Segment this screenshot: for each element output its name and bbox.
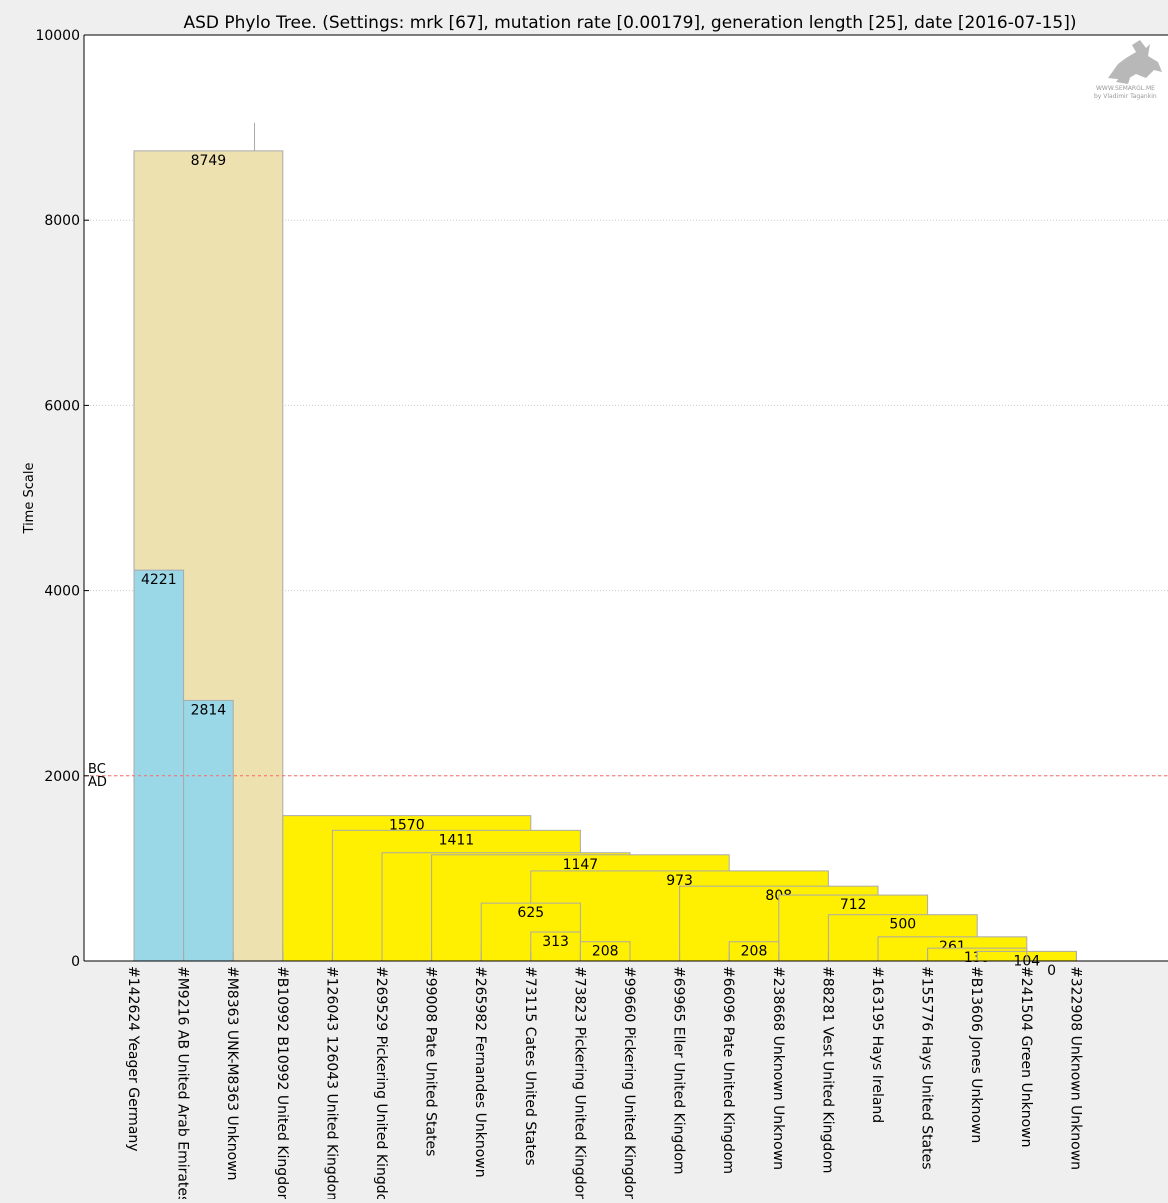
node-age-label: 0 (1047, 963, 1056, 979)
dragon-logo-icon (1108, 40, 1162, 84)
leaf-label: #155776 Hays United States (919, 966, 935, 1170)
leaf-label: #B10992 B10992 United Kingdom (274, 966, 290, 1199)
leaf-label: #163195 Hays Ireland (869, 966, 885, 1123)
y-axis-label: Time Scale (22, 463, 37, 535)
leaf-label: #142624 Yeager Germany (125, 966, 141, 1152)
leaf-label: #265982 Fernandes Unknown (472, 966, 488, 1178)
node-age-label: 500 (889, 917, 916, 933)
node-age-label: 2814 (191, 702, 227, 718)
leaf-label: #99008 Pate United States (423, 966, 439, 1156)
node-age-label: 208 (741, 944, 768, 960)
node-age-label: 208 (592, 944, 619, 960)
y-tick-label: 0 (71, 954, 80, 970)
node-age-label: 4221 (141, 572, 177, 588)
y-axis: 0 2000 4000 6000 8000 10000 (35, 28, 1168, 970)
node-age-label: 973 (666, 873, 693, 889)
chart-title: ASD Phylo Tree. (Settings: mrk [67], mut… (183, 13, 1076, 33)
node-age-label: 625 (517, 905, 544, 921)
node-age-label: 8749 (191, 153, 227, 169)
y-tick-label: 6000 (44, 398, 80, 414)
leaf-label: #241504 Green Unknown (1018, 966, 1034, 1147)
leaf-label: #M8363 UNK-M8363 Unknown (224, 966, 240, 1181)
node-age-label: 313 (542, 934, 569, 950)
y-tick-label: 10000 (35, 28, 80, 44)
node-age-label: 1570 (389, 818, 425, 834)
watermark: WWW.SEMARGL.ME by Vladimir Tagankin (1094, 40, 1162, 100)
watermark-author: by Vladimir Tagankin (1094, 93, 1157, 100)
leaf-label: #B13606 Jones Unknown (968, 966, 984, 1143)
ad-label: AD (88, 775, 107, 790)
node-age-label: 712 (840, 897, 867, 913)
leaf-label: #88281 Vest United Kingdom (819, 966, 835, 1173)
node-age-label: 1147 (563, 857, 599, 873)
node-box (133, 569, 185, 962)
leaf-label: #322908 Unknown Unknown (1067, 966, 1083, 1170)
leaf-labels: #142624 Yeager Germany #M9216 AB United A… (125, 966, 1083, 1203)
watermark-site: WWW.SEMARGL.ME (1096, 85, 1155, 92)
node-box (530, 931, 581, 962)
leaf-label: #99660 Pickering United Kingdom (621, 966, 637, 1199)
node-box (183, 699, 234, 962)
leaf-label: #66096 Pate United Kingdom (720, 966, 736, 1174)
bc-label: BC (88, 762, 106, 777)
leaf-label: #238668 Unknown Unknown (770, 966, 786, 1170)
leaf-label: #269529 Pickering United Kingdom (373, 966, 389, 1199)
node-age-label: 1411 (439, 832, 475, 848)
leaf-label: #M9216 AB United Arab Emirates (175, 966, 191, 1199)
y-tick-label: 2000 (44, 769, 80, 785)
tree-nodes: 8749422128141570141111691147973808712625… (133, 122, 1077, 979)
leaf-label: #73823 Pickering United Kingdom (571, 966, 587, 1199)
leaf-label: #69965 Eller United Kingdom (671, 966, 687, 1175)
y-tick-label: 4000 (44, 584, 80, 600)
y-tick-label: 8000 (44, 213, 80, 229)
leaf-label: #126043 126043 United Kingdom (323, 966, 339, 1199)
leaf-label: #73115 Cates United States (522, 966, 538, 1166)
